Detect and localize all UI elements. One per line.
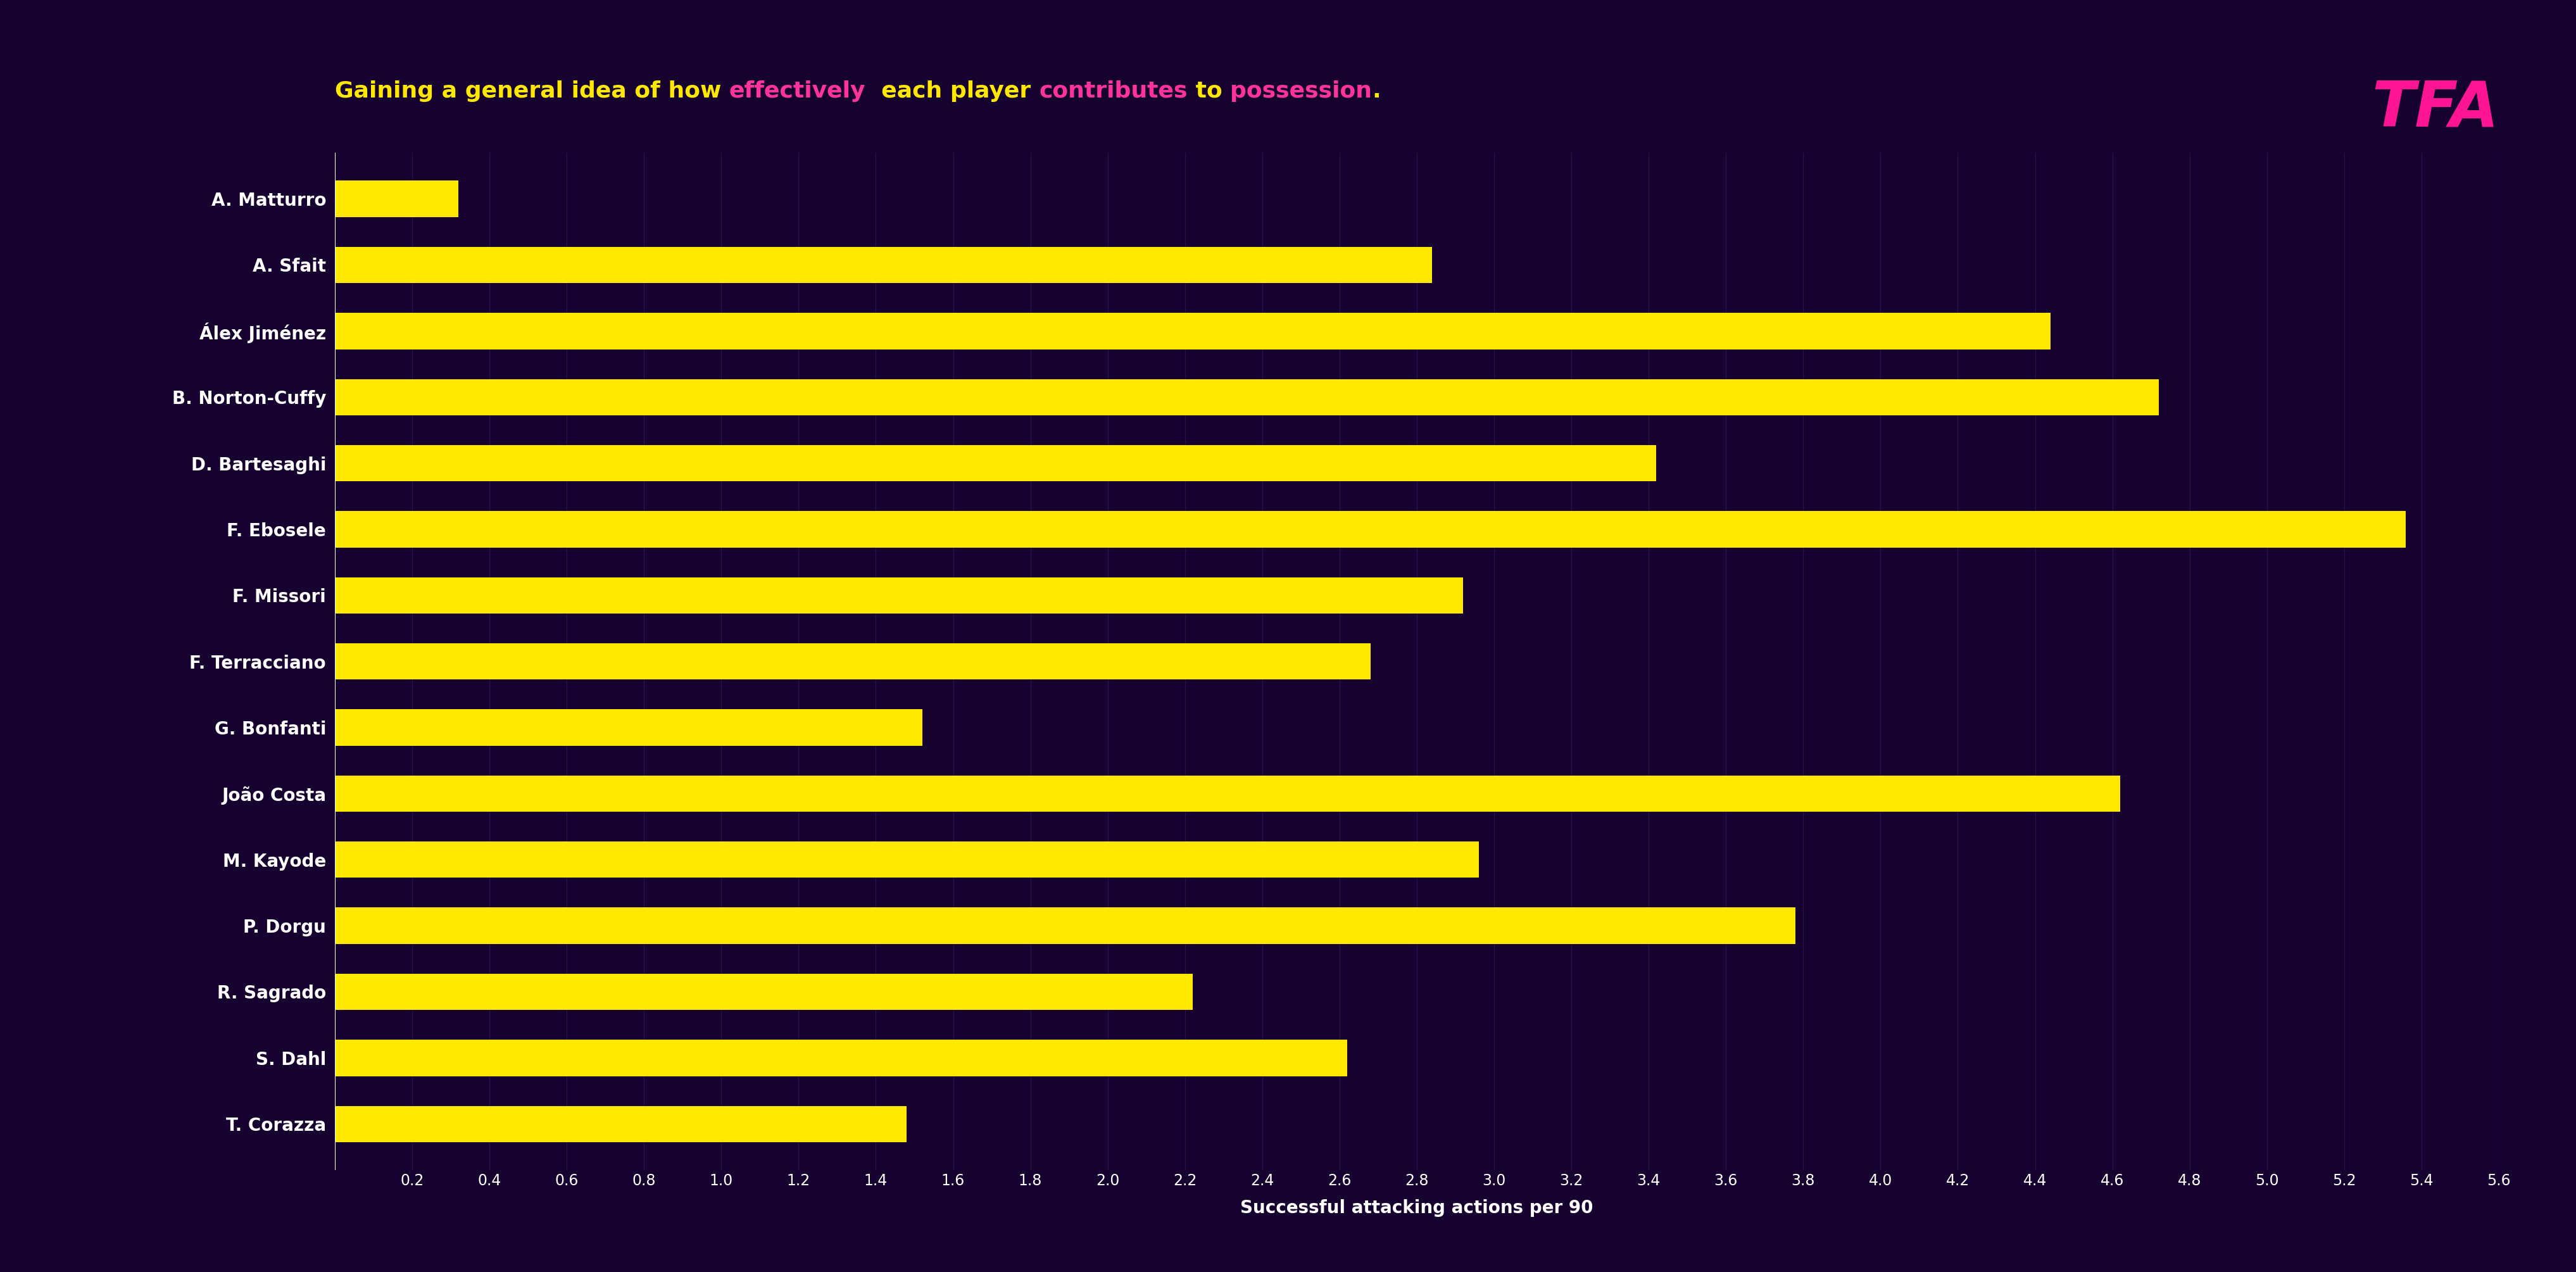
- Text: possession: possession: [1231, 80, 1373, 102]
- Bar: [335, 644, 1370, 679]
- Bar: [335, 1039, 1347, 1076]
- Bar: [335, 1105, 907, 1142]
- X-axis label: Successful attacking actions per 90: Successful attacking actions per 90: [1239, 1199, 1595, 1217]
- Bar: [335, 445, 1656, 481]
- Bar: [335, 511, 2406, 547]
- Bar: [335, 842, 1479, 878]
- Bar: [335, 710, 922, 745]
- Bar: [335, 577, 1463, 613]
- Bar: [335, 181, 459, 218]
- Text: to: to: [1188, 80, 1231, 102]
- Text: .: .: [1373, 80, 1381, 102]
- Bar: [335, 776, 2120, 812]
- Text: each player: each player: [866, 80, 1038, 102]
- Bar: [335, 313, 2050, 350]
- Bar: [335, 247, 1432, 284]
- Text: contributes: contributes: [1038, 80, 1188, 102]
- Text: effectively: effectively: [729, 80, 866, 102]
- Text: TFA: TFA: [2372, 79, 2499, 140]
- Bar: [335, 379, 2159, 415]
- Bar: [335, 973, 1193, 1010]
- Text: Gaining a general idea of how: Gaining a general idea of how: [335, 80, 729, 102]
- Bar: [335, 908, 1795, 944]
